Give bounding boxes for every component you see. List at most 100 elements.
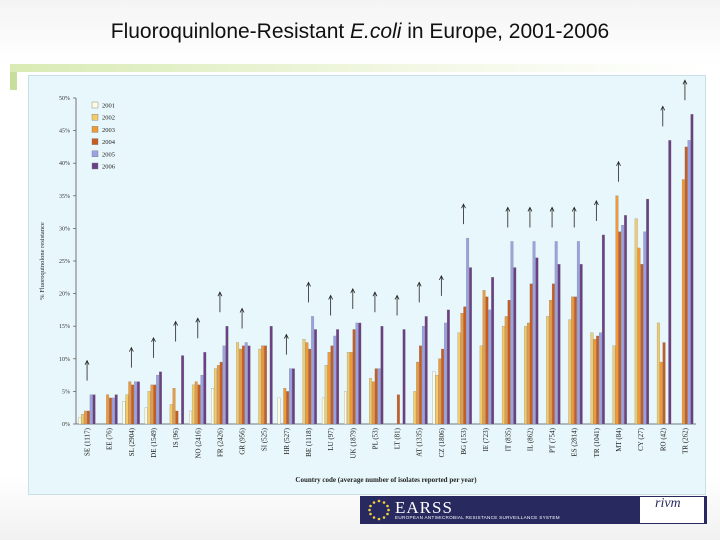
header-divider [10, 64, 710, 72]
bar [369, 378, 372, 425]
legend-label: 2005 [102, 151, 115, 158]
header-accent [10, 72, 17, 90]
trend-arrowhead [549, 206, 555, 212]
bar [621, 225, 625, 425]
bar [551, 283, 555, 425]
legend-label: 2001 [102, 103, 115, 110]
legend-swatch [91, 113, 99, 121]
bar [84, 410, 87, 425]
y-tick-label: 35% [59, 194, 70, 200]
bar [662, 342, 666, 425]
bar [615, 195, 619, 425]
y-tick-label: 15% [59, 324, 70, 330]
bar [214, 368, 217, 425]
bar [435, 374, 439, 425]
trend-arrowhead [416, 281, 422, 287]
bar [510, 241, 514, 425]
eu-stars-icon [368, 499, 390, 521]
bar [546, 316, 550, 425]
bar [197, 384, 201, 425]
trend-arrowhead [84, 359, 90, 365]
y-tick-label: 20% [59, 292, 70, 298]
x-tick-label: AT (1335) [416, 427, 424, 457]
bar [612, 345, 616, 425]
bar [637, 247, 641, 425]
bar [169, 404, 173, 425]
bar [314, 329, 317, 425]
bar [92, 394, 96, 425]
bar [122, 401, 126, 425]
bar [106, 394, 110, 425]
bar [549, 299, 552, 425]
bar [457, 332, 461, 425]
bar [687, 140, 691, 425]
x-tick-label: CZ (1806) [438, 427, 446, 457]
bar [289, 368, 292, 425]
bar [327, 352, 331, 425]
legend-label: 2004 [102, 139, 116, 146]
trend-arrowhead [571, 206, 577, 212]
y-tick-label: 40% [59, 161, 70, 167]
bar [469, 267, 472, 425]
bar [125, 394, 129, 425]
bar [377, 368, 381, 425]
bar [576, 241, 580, 425]
legend-swatch [91, 138, 99, 145]
legend-swatch [91, 101, 99, 109]
rivm-logo-box [640, 497, 704, 523]
bar [596, 335, 600, 425]
bar [532, 241, 536, 425]
trend-arrowhead [195, 317, 201, 323]
bar [402, 329, 406, 425]
bar [258, 348, 262, 425]
bar [413, 391, 417, 425]
trend-arrowhead [283, 333, 289, 339]
bar [194, 381, 198, 425]
bar [590, 332, 594, 425]
y-tick-label: 45% [59, 129, 70, 135]
earss-subtitle: EUROPEAN ANTIMICROBIAL RESISTANCE SURVEI… [395, 515, 560, 520]
bar [191, 384, 195, 425]
legend-swatch [91, 126, 99, 133]
x-tick-label: BG (153) [460, 427, 468, 454]
trend-arrowhead [616, 160, 621, 166]
bar [114, 394, 118, 425]
bar [349, 352, 353, 425]
bar [216, 365, 220, 425]
x-tick-label: SL (2904) [128, 427, 136, 456]
bar [466, 238, 470, 425]
bar [446, 309, 450, 425]
bar [624, 215, 627, 425]
x-tick-label: DE (1549) [150, 427, 158, 457]
trend-arrowhead [372, 291, 378, 297]
bar [222, 345, 226, 425]
bar [244, 342, 248, 425]
bar [134, 381, 137, 425]
bar [668, 140, 672, 425]
bar [211, 388, 215, 425]
trend-arrowhead [328, 294, 334, 300]
bar [482, 290, 486, 425]
bar [269, 326, 273, 425]
trend-arrowhead [239, 307, 245, 313]
bar [593, 339, 597, 425]
bar [302, 339, 306, 425]
bar [507, 299, 511, 425]
x-tick-label: PL (53) [371, 427, 379, 449]
x-tick-label: GR (956) [239, 427, 247, 454]
bar [568, 319, 572, 425]
bar [488, 309, 492, 425]
bar [681, 179, 685, 425]
bar [416, 361, 420, 425]
title-italic: E.coli [350, 20, 402, 43]
bar [291, 368, 295, 425]
y-tick-label: 0% [62, 422, 70, 428]
trend-arrowhead [527, 206, 533, 212]
x-tick-label: SE (1117) [84, 427, 92, 456]
trend-arrowhead [461, 203, 466, 209]
bar [336, 329, 340, 425]
bar [264, 345, 267, 425]
bar [479, 345, 483, 425]
bar [321, 397, 325, 425]
rivm-logo: rivm [655, 496, 681, 511]
